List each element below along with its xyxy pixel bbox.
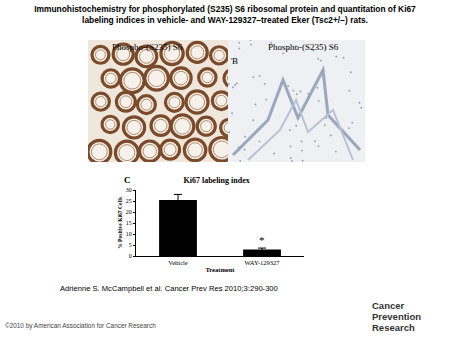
svg-text:25: 25 <box>126 198 132 204</box>
svg-text:30: 30 <box>126 187 132 193</box>
svg-text:% Positive Ki67 Cells: % Positive Ki67 Cells <box>117 196 123 249</box>
html-text:C: C <box>124 175 131 185</box>
svg-text:5: 5 <box>129 242 132 248</box>
html-text:Phospho-(S235) S6: Phospho-(S235) S6 <box>268 42 339 52</box>
svg-text:15: 15 <box>126 220 132 226</box>
svg-text:*: * <box>259 234 265 246</box>
svg-text:10: 10 <box>126 231 132 237</box>
html-text:Adrienne S. McCampbell et al.: Adrienne S. McCampbell et al. Cancer Pre… <box>60 284 278 293</box>
html-text:Immunohistochemistry for phosp: Immunohistochemistry for phosphorylated … <box>34 4 416 14</box>
html-text:Cancer: Cancer <box>372 300 405 311</box>
html-text:B: B <box>232 56 238 66</box>
html-text:Prevention Research: Prevention Research <box>372 311 422 333</box>
svg-text:Vehicle: Vehicle <box>168 259 188 266</box>
html-text:Phospho-(S235) S6: Phospho-(S235) S6 <box>112 42 183 52</box>
svg-text:Treatment: Treatment <box>206 266 236 273</box>
html-text:©2010 by American Association: ©2010 by American Association for Cancer… <box>5 322 156 329</box>
svg-text:Ki67 labeling index: Ki67 labeling index <box>183 176 249 185</box>
svg-text:0: 0 <box>129 253 132 259</box>
html-text:labeling indices in vehicle- a: labeling indices in vehicle- and WAY-129… <box>82 15 368 25</box>
svg-text:20: 20 <box>126 209 132 215</box>
svg-text:WAY-129327: WAY-129327 <box>244 259 280 266</box>
